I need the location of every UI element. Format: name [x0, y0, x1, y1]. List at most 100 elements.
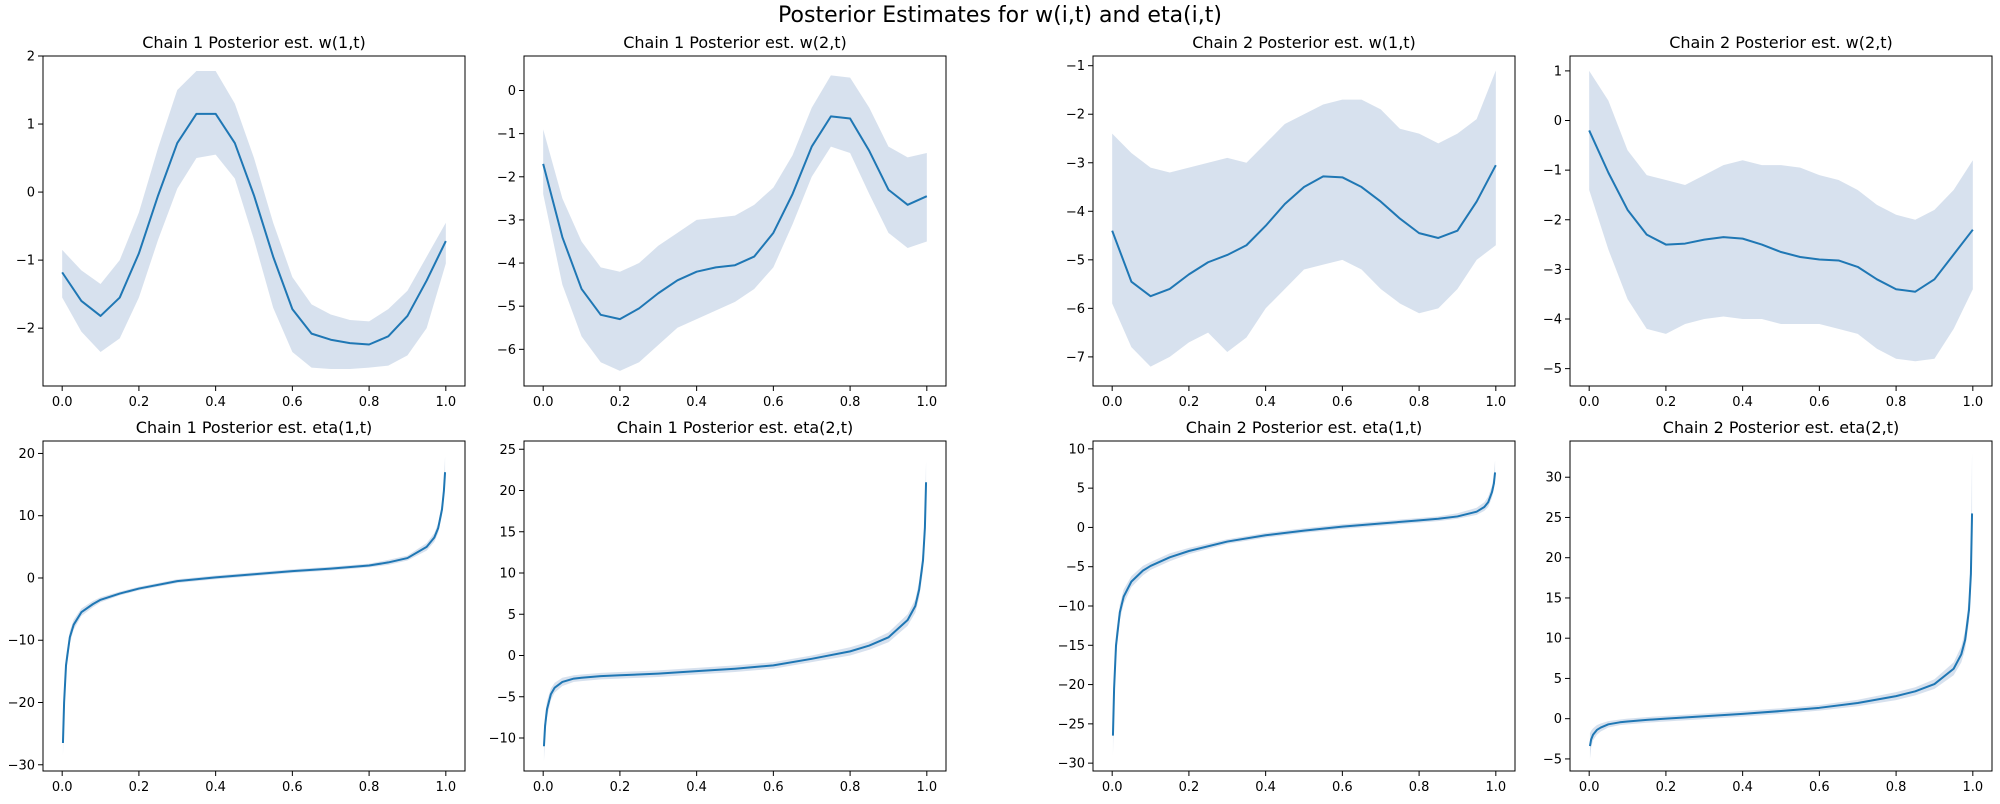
panel-5-y-tick-label: −30: [8, 758, 35, 773]
panel-7-y-tick-label: −25: [1058, 717, 1085, 732]
panel-2: 0.0 0.2 0.4 0.6 0.8 1.0 −6 −5 −4 −3 −2 −1 0 Chain 1 P…: [497, 33, 947, 410]
panel-7: 0.0 0.2 0.4 0.6 0.8 1.0 −30 −25 −20 −15 −10 −5 0 5 10 C…: [1058, 418, 1516, 795]
panel-5-x-tick-label: 0.4: [205, 780, 226, 795]
panel-7-y-tick-label: −30: [1058, 757, 1085, 772]
panel-8-y-tick-label: 5: [1554, 672, 1562, 687]
panel-1-x-tick-label: 0.8: [359, 395, 380, 410]
panel-5-y-tick-label: 20: [18, 447, 35, 462]
panel-7-x-tick-label: 0.6: [1332, 780, 1353, 795]
panel-6-y-tick-label: −5: [497, 690, 516, 705]
panel-8-y-tick-label: 15: [1545, 591, 1562, 606]
panel-7-x-tick-label: 1.0: [1485, 780, 1506, 795]
panel-5-axes-frame: [42, 440, 466, 772]
panel-8-title: Chain 2 Posterior est. eta(2,t): [1663, 418, 1899, 437]
panel-7-x-tick-label: 0.4: [1255, 780, 1276, 795]
panel-8: 0.0 0.2 0.4 0.6 0.8 1.0 −5 0 5 10 15 20 25 30 Chain 2 …: [1543, 418, 1993, 795]
panel-2-posterior-mean-line: [542, 115, 928, 321]
panel-7-axes-frame: [1092, 440, 1516, 772]
panel-8-y-tick-label: 10: [1545, 632, 1562, 647]
panel-8-y-tick-label: 20: [1545, 551, 1562, 566]
panel-1-x-tick-label: 1.0: [435, 395, 456, 410]
panel-4-title: Chain 2 Posterior est. w(2,t): [1669, 33, 1893, 52]
panel-5-title: Chain 1 Posterior est. eta(1,t): [136, 418, 372, 437]
panel-1-x-tick-label: 0.2: [129, 395, 150, 410]
panel-3-y-tick-label: −7: [1066, 350, 1085, 365]
panel-3-credible-band: [1112, 70, 1496, 367]
panel-1-title: Chain 1 Posterior est. w(1,t): [142, 33, 366, 52]
panel-3-x-tick-label: 0.8: [1409, 395, 1430, 410]
panel-3-y-tick-label: −3: [1066, 156, 1085, 171]
panel-1-axes-frame: [42, 55, 466, 387]
panel-1-posterior-mean-line: [61, 112, 447, 346]
panel-7-x-tick-label: 0.0: [1102, 780, 1123, 795]
panel-6-x-tick-label: 0.0: [533, 780, 554, 795]
panel-6-posterior-mean-line: [542, 482, 928, 747]
panel-3-x-tick-label: 0.4: [1255, 395, 1276, 410]
panel-7-posterior-mean-line: [1111, 472, 1497, 736]
panel-2-y-tick-label: −5: [497, 300, 516, 315]
panel-4-y-tick-label: −1: [1543, 164, 1562, 179]
panel-4-axes-frame: [1569, 55, 1993, 387]
panel-5: 0.0 0.2 0.4 0.6 0.8 1.0 −30 −20 −10 0 10 20 Chain 1 …: [8, 418, 466, 795]
panel-8-x-tick-label: 1.0: [1962, 780, 1983, 795]
panel-7-y-tick-label: −10: [1058, 600, 1085, 615]
panel-6-x-tick-label: 0.6: [763, 780, 784, 795]
panel-2-credible-band: [543, 75, 927, 371]
panel-5-y-tick-label: −10: [8, 634, 35, 649]
panel-7-credible-band: [1112, 460, 1496, 756]
panel-3-x-tick-label: 1.0: [1485, 395, 1506, 410]
panel-1-y-tick-label: 2: [27, 50, 35, 65]
panel-7-y-tick-label: 0: [1077, 521, 1085, 536]
panel-4-x-tick-label: 0.0: [1579, 395, 1600, 410]
panel-8-y-tick-label: 0: [1554, 712, 1562, 727]
panel-5-x-tick-label: 1.0: [435, 780, 456, 795]
panel-7-y-tick-label: −15: [1058, 639, 1085, 654]
panel-3-axes-frame: [1092, 55, 1516, 387]
panel-6-x-tick-label: 1.0: [916, 780, 937, 795]
panel-2-axes-frame: [523, 55, 947, 387]
panel-6-y-tick-label: 5: [508, 608, 516, 623]
panel-1-y-tick-label: 0: [27, 186, 35, 201]
panel-1-x-tick-label: 0.0: [52, 395, 73, 410]
panel-6-y-tick-label: −10: [489, 732, 516, 747]
panel-8-axes-frame: [1569, 440, 1993, 772]
panel-8-x-tick-label: 0.2: [1656, 780, 1677, 795]
panel-6-x-tick-label: 0.8: [840, 780, 861, 795]
panel-6-credible-band: [543, 461, 927, 762]
panel-3-y-tick-label: −5: [1066, 253, 1085, 268]
panel-5-y-tick-label: 10: [18, 509, 35, 524]
panel-5-credible-band: [62, 456, 446, 756]
panel-4-y-tick-label: 1: [1554, 64, 1562, 79]
panel-4-x-tick-label: 0.6: [1809, 395, 1830, 410]
panel-2-x-tick-label: 0.0: [533, 395, 554, 410]
panel-8-posterior-mean-line: [1588, 513, 1974, 747]
panel-4-x-tick-label: 0.4: [1732, 395, 1753, 410]
panel-4: 0.0 0.2 0.4 0.6 0.8 1.0 −5 −4 −3 −2 −1 0 1 Chain 2 Po…: [1543, 33, 1993, 410]
panel-4-x-tick-label: 1.0: [1962, 395, 1983, 410]
panel-7-y-tick-label: 5: [1077, 482, 1085, 497]
panel-1-x-tick-label: 0.6: [282, 395, 303, 410]
panel-2-y-tick-label: −4: [497, 257, 516, 272]
panel-5-y-tick-label: 0: [27, 571, 35, 586]
panel-5-y-tick-label: −20: [8, 696, 35, 711]
panel-8-x-tick-label: 0.4: [1732, 780, 1753, 795]
panel-5-x-tick-label: 0.2: [129, 780, 150, 795]
panel-6-title: Chain 1 Posterior est. eta(2,t): [617, 418, 853, 437]
panel-2-y-tick-label: −3: [497, 213, 516, 228]
panel-2-title: Chain 1 Posterior est. w(2,t): [623, 33, 847, 52]
panel-4-x-tick-label: 0.8: [1886, 395, 1907, 410]
panel-1-x-tick-label: 0.4: [205, 395, 226, 410]
panel-8-credible-band: [1589, 453, 1973, 759]
panel-2-y-tick-label: −6: [497, 343, 516, 358]
panel-6-y-tick-label: 20: [499, 484, 516, 499]
panel-2-x-tick-label: 0.8: [840, 395, 861, 410]
panel-3-y-tick-label: −6: [1066, 302, 1085, 317]
panel-5-x-tick-label: 0.8: [359, 780, 380, 795]
panel-6-y-tick-label: 10: [499, 567, 516, 582]
panel-3-x-tick-label: 0.0: [1102, 395, 1123, 410]
panel-1-y-tick-label: −1: [16, 254, 35, 269]
panel-4-y-tick-label: −2: [1543, 213, 1562, 228]
panel-2-y-tick-label: −2: [497, 170, 516, 185]
